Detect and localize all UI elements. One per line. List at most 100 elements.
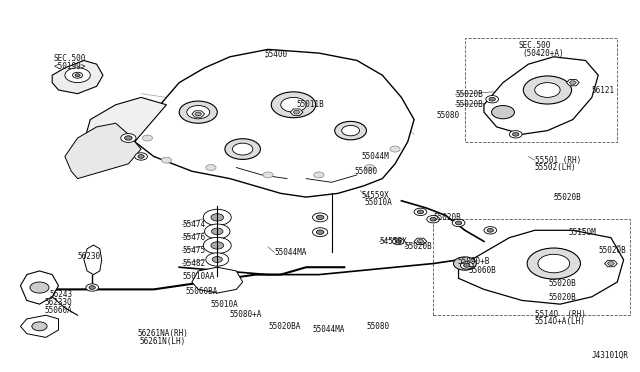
Text: 54559X: 54559X: [379, 237, 407, 246]
Text: (50420+A): (50420+A): [522, 49, 564, 58]
Text: 55020B: 55020B: [433, 213, 461, 222]
Circle shape: [489, 97, 495, 101]
Text: 55011B: 55011B: [296, 100, 324, 109]
Circle shape: [312, 228, 328, 237]
Text: <50199>: <50199>: [54, 61, 86, 71]
Circle shape: [121, 134, 136, 142]
Text: 5514O  (RH): 5514O (RH): [535, 310, 586, 319]
Circle shape: [430, 217, 436, 221]
Circle shape: [271, 92, 316, 118]
Circle shape: [187, 106, 210, 119]
Text: 55020B: 55020B: [404, 243, 433, 251]
Circle shape: [281, 97, 306, 112]
Circle shape: [487, 228, 493, 232]
Circle shape: [335, 121, 367, 140]
Circle shape: [454, 257, 476, 270]
Circle shape: [365, 164, 375, 170]
Text: 56121: 56121: [592, 86, 615, 94]
Text: 55400: 55400: [265, 51, 288, 60]
Text: 55010A: 55010A: [365, 198, 392, 207]
Polygon shape: [570, 81, 577, 84]
Circle shape: [232, 143, 253, 155]
Text: SEC.500: SEC.500: [519, 41, 551, 50]
Polygon shape: [566, 79, 579, 86]
Circle shape: [486, 96, 499, 103]
Text: 55502(LH): 55502(LH): [535, 163, 577, 172]
Text: 55060BA: 55060BA: [186, 287, 218, 296]
Text: J43101QR: J43101QR: [592, 350, 629, 360]
Circle shape: [138, 155, 144, 158]
Text: 5515OM: 5515OM: [568, 228, 596, 237]
Text: 55020B: 55020B: [554, 193, 582, 202]
Polygon shape: [458, 230, 623, 304]
Bar: [433, 219, 630, 315]
Text: 55020B: 55020B: [548, 279, 577, 288]
Text: 55080: 55080: [367, 322, 390, 331]
Circle shape: [206, 164, 216, 170]
Text: 54559X: 54559X: [362, 191, 389, 200]
Text: 55020B: 55020B: [456, 100, 483, 109]
Circle shape: [211, 214, 223, 221]
Circle shape: [205, 224, 230, 239]
Polygon shape: [192, 267, 243, 293]
Text: 56261NA(RH): 56261NA(RH): [138, 329, 189, 338]
Circle shape: [342, 125, 360, 136]
Text: 56233Q: 56233Q: [45, 298, 72, 307]
Circle shape: [65, 68, 90, 83]
Circle shape: [142, 135, 152, 141]
Circle shape: [509, 131, 522, 138]
Circle shape: [456, 221, 461, 225]
Circle shape: [316, 230, 324, 234]
Circle shape: [538, 254, 570, 273]
Text: 5514O+A(LH): 5514O+A(LH): [535, 317, 586, 326]
Circle shape: [212, 257, 222, 262]
Circle shape: [314, 172, 324, 178]
Text: 55080+A: 55080+A: [230, 310, 262, 319]
Text: 55501 (RH): 55501 (RH): [535, 155, 581, 165]
Polygon shape: [84, 97, 166, 167]
Text: 55060A: 55060A: [45, 306, 72, 315]
Circle shape: [527, 248, 580, 279]
Text: 55476: 55476: [182, 233, 205, 242]
Polygon shape: [291, 109, 303, 115]
Polygon shape: [607, 262, 614, 265]
Circle shape: [179, 101, 217, 123]
Polygon shape: [20, 271, 58, 304]
Text: 55060B: 55060B: [468, 266, 496, 275]
Polygon shape: [293, 110, 300, 114]
Polygon shape: [195, 112, 202, 116]
Circle shape: [211, 242, 223, 249]
Polygon shape: [20, 315, 58, 337]
Circle shape: [204, 209, 231, 225]
Text: 55020BA: 55020BA: [268, 322, 300, 331]
Text: 55474: 55474: [182, 220, 205, 229]
Circle shape: [86, 284, 99, 291]
Bar: [465, 38, 618, 142]
Text: 55080: 55080: [437, 111, 460, 121]
Circle shape: [225, 139, 260, 160]
Circle shape: [535, 83, 560, 97]
Circle shape: [212, 228, 223, 235]
Circle shape: [204, 237, 231, 254]
Circle shape: [72, 72, 83, 78]
Text: 55020B: 55020B: [598, 246, 626, 255]
Text: 56243: 56243: [49, 291, 72, 299]
Circle shape: [463, 263, 470, 267]
Polygon shape: [84, 245, 102, 275]
Circle shape: [30, 282, 49, 293]
Text: 56261N(LH): 56261N(LH): [140, 337, 186, 346]
Text: 55020B: 55020B: [548, 293, 577, 302]
Polygon shape: [135, 49, 414, 197]
Text: 56230: 56230: [77, 251, 100, 261]
Text: SEC.500: SEC.500: [54, 54, 86, 63]
Polygon shape: [414, 238, 427, 244]
Circle shape: [414, 208, 427, 215]
Text: 55044MA: 55044MA: [275, 248, 307, 257]
Polygon shape: [605, 260, 618, 267]
Text: 55010AA: 55010AA: [182, 272, 215, 281]
Circle shape: [452, 219, 465, 227]
Circle shape: [392, 238, 404, 245]
Polygon shape: [417, 240, 424, 243]
Polygon shape: [52, 61, 103, 94]
Text: 55010A: 55010A: [211, 300, 239, 310]
